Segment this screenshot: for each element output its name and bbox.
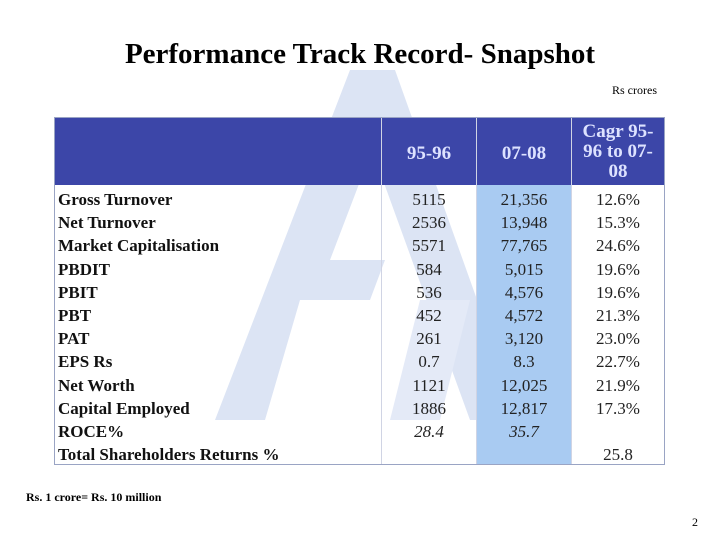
value-95-96: 5571	[412, 236, 446, 256]
table-row: Gross Turnover 5115 21,356 12.6%	[55, 188, 664, 211]
value-95-96: 28.4	[414, 422, 444, 441]
column-divider	[571, 118, 572, 464]
value-95-96: 452	[416, 306, 442, 325]
value-cagr: 19.6%	[596, 259, 640, 279]
value-95-96: 536	[416, 282, 442, 302]
table-header	[55, 118, 664, 185]
column-divider	[476, 118, 477, 464]
row-label: PBDIT	[58, 259, 110, 279]
table-row: ROCE% 28.4 35.7	[55, 420, 664, 443]
row-label: Gross Turnover	[58, 190, 173, 209]
value-07-08: 21,356	[500, 190, 548, 209]
value-cagr: 21.9%	[596, 375, 640, 395]
page-title: Performance Track Record- Snapshot	[124, 38, 596, 70]
footnote: Rs. 1 crore= Rs. 10 million	[26, 490, 162, 504]
value-95-96: 261	[416, 329, 442, 349]
value-95-96: 1886	[412, 398, 446, 418]
row-label: Net Turnover	[58, 213, 156, 233]
value-07-08: 5,015	[504, 259, 544, 279]
table-row: PBDIT 584 5,015 19.6%	[55, 258, 664, 281]
value-cagr: 25.8	[603, 445, 633, 465]
value-cagr: 24.6%	[596, 236, 640, 256]
value-cagr: 22.7%	[596, 352, 640, 372]
table-row: Market Capitalisation 5571 77,765 24.6%	[55, 234, 664, 257]
value-95-96	[382, 443, 476, 466]
highlight-column	[477, 185, 571, 464]
table-row: PAT 261 3,120 23.0%	[55, 327, 664, 350]
row-label: EPS Rs	[58, 352, 113, 372]
value-cagr: 12.6%	[596, 190, 640, 209]
column-header-cagr-text: Cagr 95-96 to 07-08	[582, 120, 654, 182]
page-number: 2	[692, 515, 698, 529]
value-cagr: 23.0%	[596, 329, 640, 349]
row-label: Capital Employed	[58, 398, 190, 418]
value-07-08: 3,120	[504, 329, 544, 349]
value-07-08: 8.3	[513, 352, 535, 372]
table-row: EPS Rs 0.7 8.3 22.7%	[55, 350, 664, 373]
row-label: PBT	[58, 306, 92, 325]
performance-table: 95-96 07-08 Cagr 95-96 to 07-08 Gross Tu…	[54, 117, 665, 465]
table-row: Net Worth 1121 12,025 21.9%	[55, 374, 664, 397]
value-cagr: 21.3%	[596, 306, 640, 325]
value-95-96: 0.7	[418, 352, 440, 372]
column-header-95-96: 95-96	[406, 142, 452, 164]
row-label: Net Worth	[58, 375, 135, 395]
column-divider	[381, 118, 382, 464]
value-07-08: 77,765	[500, 236, 548, 256]
table-row: Total Shareholders Returns % 25.8	[55, 443, 664, 466]
value-07-08	[477, 443, 571, 466]
value-95-96: 584	[416, 259, 442, 279]
value-07-08: 35.7	[509, 422, 539, 441]
value-cagr: 17.3%	[596, 398, 640, 418]
row-label: PAT	[58, 329, 90, 349]
value-07-08: 4,572	[504, 306, 544, 325]
table-row: PBIT 536 4,576 19.6%	[55, 281, 664, 304]
value-cagr: 15.3%	[596, 213, 640, 233]
row-label: PBIT	[58, 282, 98, 302]
table-row: Net Turnover 2536 13,948 15.3%	[55, 211, 664, 234]
unit-note: Rs crores	[612, 83, 657, 97]
value-07-08: 13,948	[500, 213, 548, 233]
table-row: PBT 452 4,572 21.3%	[55, 304, 664, 327]
row-label: Total Shareholders Returns %	[58, 445, 280, 465]
value-cagr: 19.6%	[596, 282, 640, 302]
value-cagr	[572, 420, 664, 443]
column-header-cagr: Cagr 95-96 to 07-08	[572, 118, 664, 185]
table-row: Capital Employed 1886 12,817 17.3%	[55, 397, 664, 420]
row-label: ROCE%	[58, 422, 125, 441]
column-header-07-08: 07-08	[501, 142, 547, 164]
value-95-96: 5115	[412, 190, 446, 209]
value-07-08: 12,025	[500, 375, 548, 395]
value-95-96: 1121	[412, 375, 446, 395]
row-label: Market Capitalisation	[58, 236, 220, 256]
value-07-08: 4,576	[504, 282, 544, 302]
value-95-96: 2536	[412, 213, 446, 233]
value-07-08: 12,817	[500, 398, 548, 418]
